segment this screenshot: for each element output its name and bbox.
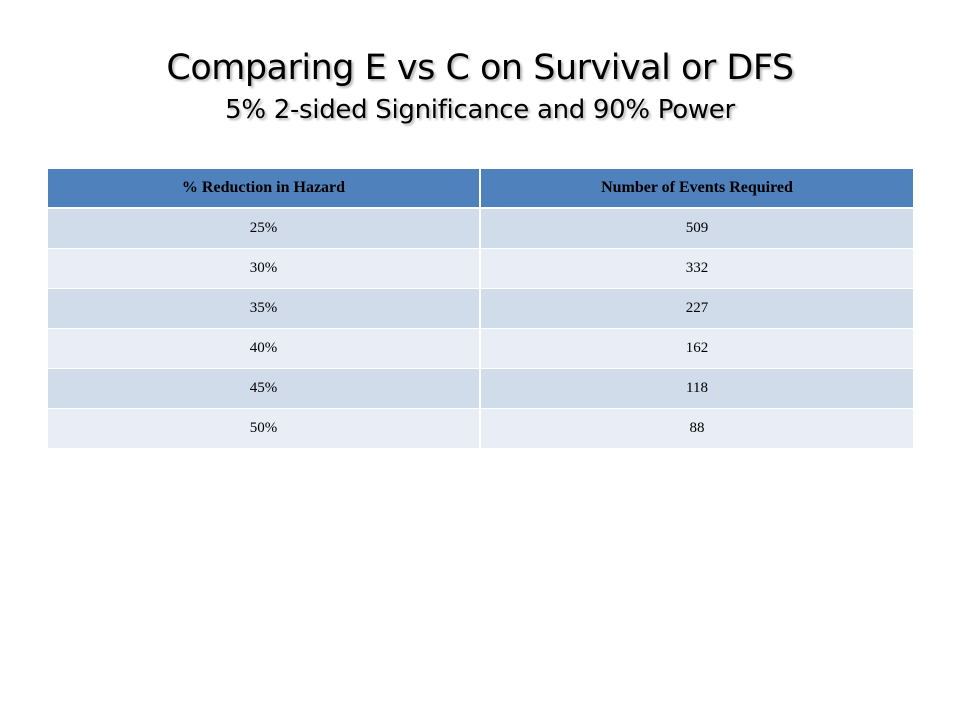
events-required-cell: 227: [478, 288, 913, 329]
slide-title: Comparing E vs C on Survival or DFS 5% 2…: [0, 48, 960, 126]
table-row: 30% 332: [48, 248, 913, 289]
hazard-reduction-cell: 45%: [48, 368, 480, 409]
events-required-cell: 509: [478, 208, 913, 249]
header-hazard-reduction: % Reduction in Hazard: [48, 169, 480, 209]
table-row: 45% 118: [48, 368, 913, 409]
page-subtitle: 5% 2-sided Significance and 90% Power: [225, 95, 735, 126]
events-required-cell: 118: [478, 368, 913, 409]
hazard-reduction-cell: 35%: [48, 288, 480, 329]
events-table: % Reduction in Hazard Number of Events R…: [48, 169, 913, 449]
table-row: 50% 88: [48, 408, 913, 449]
table-row: 25% 509: [48, 208, 913, 249]
events-required-cell: 332: [478, 248, 913, 289]
table-header-row: % Reduction in Hazard Number of Events R…: [48, 169, 913, 209]
events-required-cell: 88: [478, 408, 913, 449]
hazard-reduction-cell: 25%: [48, 208, 480, 249]
table-row: 40% 162: [48, 328, 913, 369]
header-events-required: Number of Events Required: [478, 169, 913, 209]
page-title: Comparing E vs C on Survival or DFS: [166, 48, 794, 88]
hazard-reduction-cell: 40%: [48, 328, 480, 369]
hazard-reduction-cell: 50%: [48, 408, 480, 449]
events-required-cell: 162: [478, 328, 913, 369]
hazard-reduction-cell: 30%: [48, 248, 480, 289]
table-row: 35% 227: [48, 288, 913, 329]
